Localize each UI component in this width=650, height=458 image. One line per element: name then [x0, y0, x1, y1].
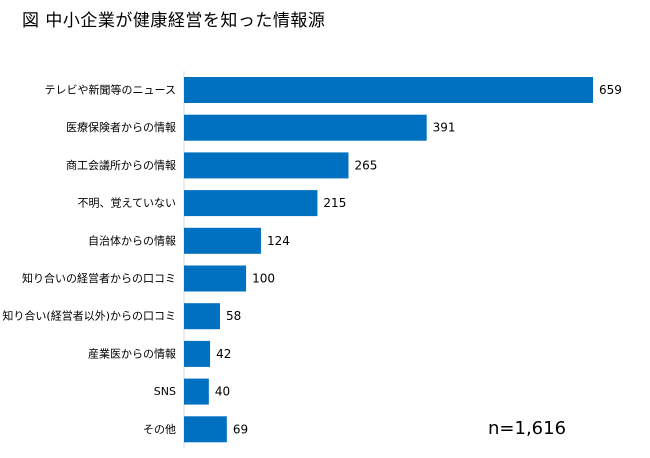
- category-label: 不明、覚えていない: [78, 197, 176, 210]
- chart-title: 図 中小企業が健康経営を知った情報源: [22, 11, 326, 31]
- value-label: 100: [252, 272, 275, 286]
- bar: [184, 227, 261, 254]
- value-label: 69: [233, 422, 248, 436]
- category-label: 知り合い(経営者以外)からの口コミ: [2, 309, 176, 323]
- sample-size-note: n=1,616: [488, 418, 567, 439]
- value-label: 42: [216, 347, 231, 361]
- category-label: その他: [143, 423, 176, 436]
- bar: [184, 114, 427, 141]
- category-label: 知り合いの経営者からの口コミ: [22, 271, 176, 285]
- value-label: 215: [323, 196, 346, 210]
- category-label: SNS: [154, 385, 176, 398]
- bar: [184, 340, 211, 367]
- value-label: 40: [215, 385, 230, 399]
- bar: [184, 378, 209, 405]
- bar: [184, 416, 227, 443]
- category-label: 自治体からの情報: [88, 233, 176, 247]
- value-label: 124: [267, 234, 290, 248]
- bar: [184, 265, 247, 292]
- bar: [184, 303, 220, 330]
- category-label: 商工会議所からの情報: [66, 158, 176, 172]
- bar: [184, 152, 349, 179]
- value-label: 391: [433, 121, 456, 135]
- value-label: 265: [354, 158, 377, 172]
- value-label: 58: [226, 309, 241, 323]
- category-label: テレビや新聞等のニュース: [45, 83, 176, 97]
- category-label: 産業医からの情報: [88, 347, 176, 360]
- bar: [184, 77, 593, 103]
- bar: [184, 190, 318, 217]
- value-label: 659: [599, 83, 622, 97]
- category-label: 医療保険者からの情報: [66, 120, 176, 134]
